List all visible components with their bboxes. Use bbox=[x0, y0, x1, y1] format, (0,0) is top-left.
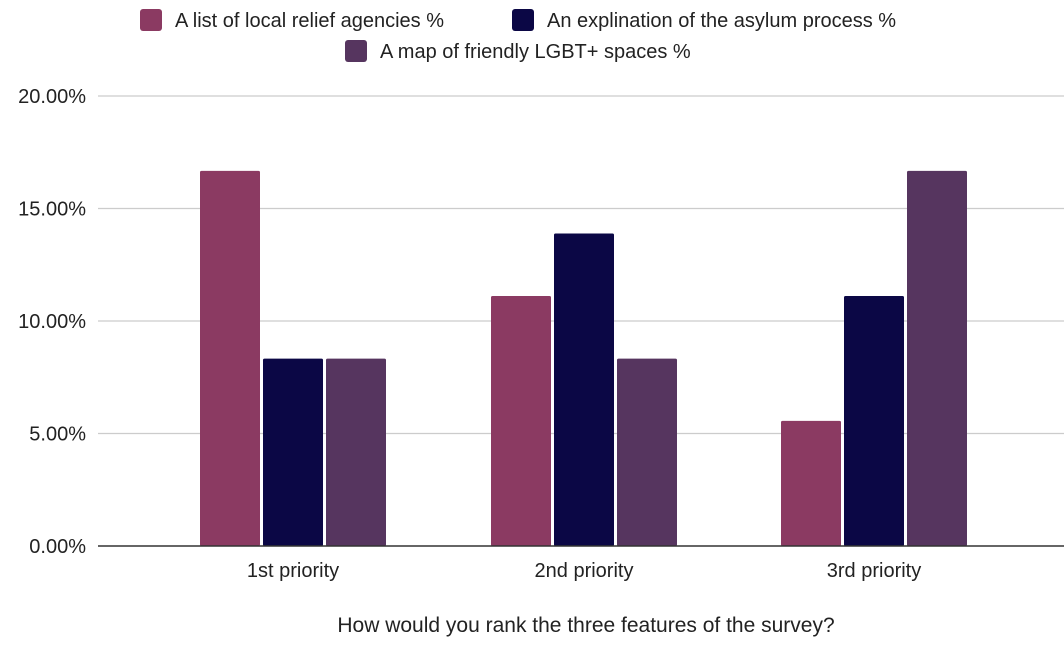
bar bbox=[907, 170, 967, 547]
y-tick-label: 15.00% bbox=[18, 199, 86, 221]
x-tick-label: 1st priority bbox=[247, 560, 339, 582]
bar bbox=[263, 358, 323, 546]
y-tick-label: 0.00% bbox=[29, 536, 86, 558]
x-tick-label: 3rd priority bbox=[827, 560, 921, 582]
bar bbox=[554, 233, 614, 546]
legend: A list of local relief agencies % An expl… bbox=[140, 9, 896, 63]
axes: 0.00% 5.00% 10.00% 15.00% 20.00% 1st priority… bbox=[18, 86, 1064, 582]
bar bbox=[844, 296, 904, 546]
x-axis-title: How would you rank the three features of… bbox=[337, 614, 834, 637]
legend-swatch bbox=[345, 40, 367, 62]
legend-swatch bbox=[140, 9, 162, 31]
legend-label: A list of local relief agencies % bbox=[175, 10, 444, 32]
x-tick-label: 2nd priority bbox=[535, 560, 634, 582]
bar bbox=[491, 296, 551, 546]
bar bbox=[326, 358, 386, 546]
bar bbox=[200, 170, 260, 547]
bar bbox=[617, 358, 677, 546]
y-tick-label: 20.00% bbox=[18, 86, 86, 108]
y-tick-label: 5.00% bbox=[29, 424, 86, 446]
legend-swatch bbox=[512, 9, 534, 31]
legend-label: A map of friendly LGBT+ spaces % bbox=[380, 41, 691, 63]
y-tick-label: 10.00% bbox=[18, 311, 86, 333]
bars bbox=[200, 170, 967, 547]
bar bbox=[781, 420, 841, 546]
legend-label: An explination of the asylum process % bbox=[547, 10, 896, 32]
